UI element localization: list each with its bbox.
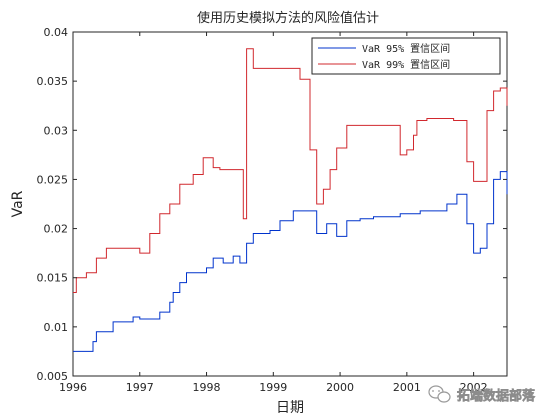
series-line-1 [73,48,508,293]
y-tick-label-3: 0.02 [44,223,69,236]
watermark-text: 拓端数据部落 [457,388,536,404]
x-tick-label-1: 1997 [126,381,154,394]
legend-label-var-95: VaR 95% 置信区间 [362,42,450,55]
x-tick-label-6: 2002 [460,381,488,394]
x-tick-label-5: 2001 [393,381,421,394]
legend-label-var-99: VaR 99% 置信区间 [362,58,450,71]
chart-title: 使用历史模拟方法的风险值估计 [197,10,379,26]
watermark: 拓端数据部落 [428,385,536,404]
x-tick-label-2: 1998 [193,381,221,394]
plot-area [72,31,508,377]
x-tick-label-4: 2000 [326,381,354,394]
x-tick-label-3: 1999 [259,381,287,394]
y-tick-label-0: 0.005 [37,370,69,383]
series-layer [73,48,508,352]
y-tick-label-2: 0.015 [37,272,69,285]
y-tick-label-7: 0.04 [44,26,69,39]
legend-box [311,37,501,75]
y-tick-label-5: 0.03 [44,124,69,137]
legend: VaR 95% 置信区间 VaR 99% 置信区间 [311,37,501,75]
series-line-0 [73,171,508,352]
y-tick-label-6: 0.035 [37,75,69,88]
x-tick-label-0: 1996 [59,381,87,394]
x-axis-label: 日期 [276,400,304,416]
x-ticks: 1996 1997 1998 1999 2000 2001 2002 [59,32,488,394]
y-tick-label-4: 0.025 [37,173,69,186]
wechat-icon [428,385,451,403]
y-ticks: 0.005 0.01 0.015 0.02 0.025 0.03 0.035 0.04 [37,26,507,383]
y-tick-label-1: 0.01 [44,321,69,334]
y-axis-label: VaR [10,190,26,217]
